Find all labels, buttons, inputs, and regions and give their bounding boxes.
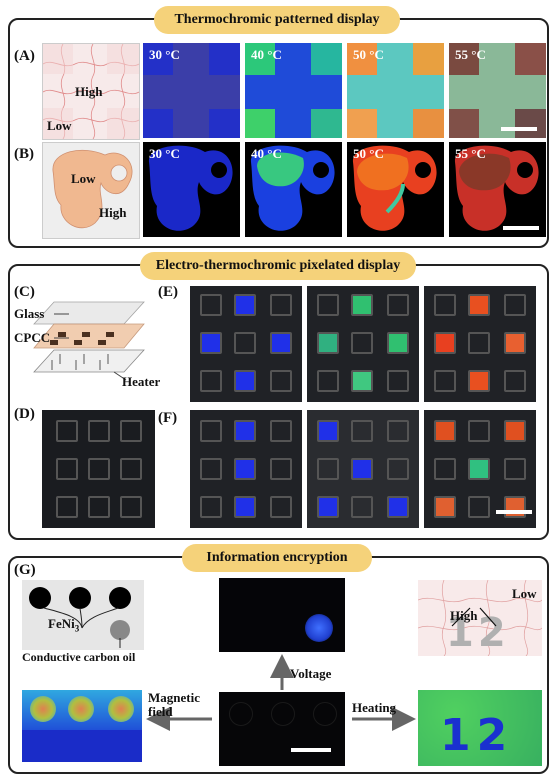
- photo-a-30c: 30 °C: [143, 43, 240, 138]
- carbon-oil-label: Conductive carbon oil: [22, 650, 136, 664]
- high-label-a: High: [75, 84, 103, 99]
- panel-label-e: (E): [158, 284, 178, 300]
- temp-label-a-30: 30 °C: [149, 47, 180, 62]
- temp-label-a-50: 50 °C: [353, 47, 384, 62]
- temp-label-a-55: 55 °C: [455, 47, 486, 62]
- temp-label-b-50: 50 °C: [353, 146, 384, 161]
- panel-label-a: (A): [14, 48, 35, 64]
- high-label-b: High: [99, 205, 127, 220]
- fe-label: FeNi3: [48, 616, 80, 634]
- scale-bar-g: [291, 748, 331, 752]
- section-title-encryption: Information encryption: [182, 544, 372, 572]
- section-title-thermochromic: Thermochromic patterned display: [154, 6, 400, 34]
- temp-label-b-30: 30 °C: [149, 146, 180, 161]
- panel-label-g: (G): [14, 562, 36, 578]
- photo-b-30c: 30 °C: [143, 142, 240, 237]
- pattern-grid-icon: [43, 44, 139, 139]
- photo-e-2: [307, 286, 419, 402]
- tadpole-shape-icon: [52, 149, 133, 229]
- scale-bar-b: [503, 226, 539, 230]
- photo-f-2: [307, 410, 419, 528]
- photo-g-initial: [219, 692, 345, 766]
- panel-label-d: (D): [14, 406, 35, 422]
- magnetic-label: Magnetic: [148, 690, 200, 705]
- pattern-schematic-b: Low High: [42, 142, 140, 239]
- photo-a-55c: 55 °C: [449, 43, 546, 138]
- glass-label: Glass: [14, 306, 45, 321]
- magnetic-particle-schematic: [22, 580, 144, 650]
- high-label-g: High: [450, 608, 478, 623]
- photo-e-1: [190, 286, 302, 402]
- device-layer-schematic: [33, 301, 145, 381]
- pattern-schematic-a: High Low: [42, 43, 140, 140]
- photo-a-40c: 40 °C: [245, 43, 342, 138]
- photo-f-3: [424, 410, 536, 528]
- scale-bar-f: [496, 510, 532, 514]
- photo-a-50c: 50 °C: [347, 43, 444, 138]
- particle-diagram-icon: [29, 587, 131, 648]
- photo-b-55c: 55 °C: [449, 142, 546, 237]
- section-title-electro: Electro-thermochromic pixelated display: [140, 252, 416, 280]
- heater-label: Heater: [122, 374, 161, 389]
- photo-b-50c: 50 °C: [347, 142, 444, 237]
- panel-label-c: (C): [14, 284, 35, 300]
- photo-g-magnetic: [22, 690, 142, 762]
- field-label: field: [148, 704, 173, 719]
- voltage-label: Voltage: [290, 666, 332, 681]
- revealed-digits: 12: [440, 710, 514, 761]
- cpcc-label: CPCC: [14, 330, 51, 345]
- temp-label-a-40: 40 °C: [251, 47, 282, 62]
- photo-f-1: [190, 410, 302, 528]
- photo-b-40c: 40 °C: [245, 142, 342, 237]
- temp-label-b-55: 55 °C: [455, 146, 486, 161]
- photo-e-3: [424, 286, 536, 402]
- scale-bar-a: [501, 127, 537, 131]
- heating-label: Heating: [352, 700, 397, 715]
- low-label-g: Low: [512, 586, 537, 601]
- panel-label-f: (F): [158, 410, 178, 426]
- temp-label-b-40: 40 °C: [251, 146, 282, 161]
- photo-g-heating: 12: [418, 690, 542, 766]
- encryption-pattern-schematic: 12 Low High: [418, 580, 542, 656]
- low-label-a: Low: [47, 118, 72, 133]
- low-label-b: Low: [71, 171, 96, 186]
- photo-d-pixel-array: [42, 410, 155, 528]
- panel-label-b: (B): [14, 146, 34, 162]
- digits-pattern-icon: [418, 580, 542, 656]
- photo-g-voltage: [219, 578, 345, 652]
